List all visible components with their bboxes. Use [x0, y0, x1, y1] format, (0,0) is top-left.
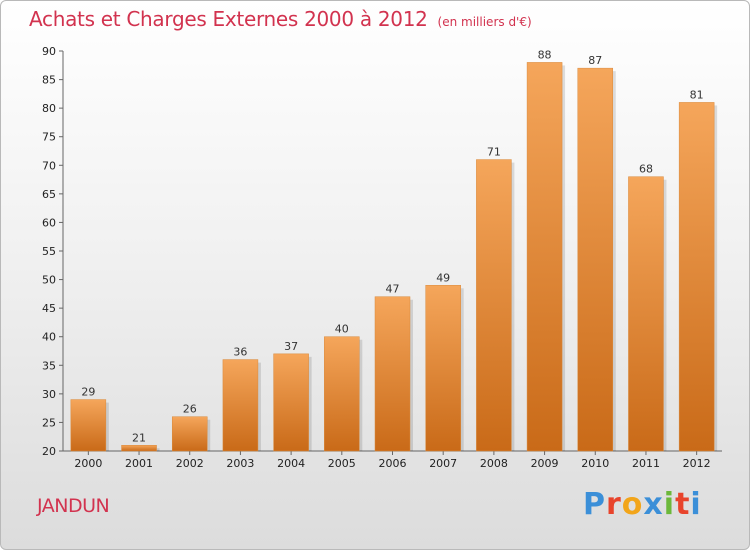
data-label-2010: 87 — [588, 54, 602, 67]
logo-letter: i — [690, 487, 702, 522]
y-tick-label: 65 — [42, 188, 56, 201]
bar-2008 — [476, 159, 512, 452]
x-tick-label: 2012 — [683, 457, 711, 470]
data-label-2002: 26 — [183, 403, 197, 416]
x-tick-label: 2004 — [277, 457, 305, 470]
y-tick-label: 30 — [42, 388, 56, 401]
commune-name: JANDUN — [37, 495, 110, 517]
x-tick-label: 2003 — [226, 457, 254, 470]
bar-2009 — [526, 62, 563, 452]
bar-2010 — [577, 67, 614, 452]
data-label-2007: 49 — [436, 271, 450, 284]
bar-2006 — [374, 296, 411, 452]
y-tick-label: 80 — [42, 102, 56, 115]
chart-header: Achats et Charges Externes 2000 à 2012 (e… — [29, 7, 532, 31]
y-tick-label: 40 — [42, 331, 56, 344]
bar-2003 — [222, 359, 259, 452]
logo-letter: i — [663, 487, 676, 522]
data-label-2011: 68 — [639, 163, 653, 176]
y-tick-label: 85 — [42, 74, 56, 87]
bar-2004 — [273, 353, 309, 452]
y-tick-label: 45 — [42, 302, 56, 315]
x-tick-label: 2002 — [176, 457, 204, 470]
x-tick-label: 2001 — [125, 457, 153, 470]
bars — [70, 62, 718, 452]
x-tick-label: 2005 — [328, 457, 356, 470]
y-tick-label: 50 — [42, 274, 56, 287]
x-tick-label: 2007 — [429, 457, 457, 470]
x-tick-label: 2010 — [581, 457, 609, 470]
chart-title: Achats et Charges Externes 2000 à 2012 — [29, 7, 428, 31]
y-tick-label: 20 — [42, 445, 56, 458]
y-tick-label: 90 — [42, 45, 56, 58]
y-tick-label: 60 — [42, 216, 56, 229]
x-tick-label: 2009 — [531, 457, 559, 470]
y-tick-label: 25 — [42, 416, 56, 429]
y-tick-label: 35 — [42, 359, 56, 372]
bar-2001 — [121, 445, 157, 452]
bar-2005 — [324, 336, 360, 452]
logo-letter: P — [583, 487, 606, 522]
chart-unit: (en milliers d'€) — [437, 15, 532, 29]
bar-2002 — [171, 416, 208, 452]
proxiti-logo: Proxiti — [583, 487, 702, 522]
data-label-2008: 71 — [487, 146, 501, 159]
data-label-2000: 29 — [81, 386, 95, 399]
data-label-2012: 81 — [690, 88, 704, 101]
data-label-2006: 47 — [386, 283, 400, 296]
x-tick-label: 2008 — [480, 457, 508, 470]
data-label-2004: 37 — [284, 340, 298, 353]
bar-2011 — [628, 176, 664, 452]
bar-2012 — [678, 102, 715, 452]
data-label-2005: 40 — [335, 323, 349, 336]
logo-letter: r — [606, 487, 622, 522]
bar-2007 — [425, 285, 461, 452]
x-tick-label: 2011 — [632, 457, 660, 470]
logo-letter: x — [643, 487, 664, 522]
logo-letter: t — [675, 487, 691, 522]
data-label-2001: 21 — [132, 431, 146, 444]
y-tick-label: 70 — [42, 159, 56, 172]
x-tick-label: 2006 — [379, 457, 407, 470]
y-tick-label: 55 — [42, 245, 56, 258]
y-tick-label: 75 — [42, 131, 56, 144]
labels: 20 25 30 35 40 45 50 55 60 65 70 75 80 85 90 2000 29 2001… — [42, 45, 711, 470]
bar-2000 — [70, 399, 107, 452]
data-label-2003: 36 — [233, 346, 247, 359]
x-tick-label: 2000 — [74, 457, 102, 470]
data-label-2009: 88 — [538, 48, 552, 61]
logo-letter: o — [621, 487, 644, 522]
